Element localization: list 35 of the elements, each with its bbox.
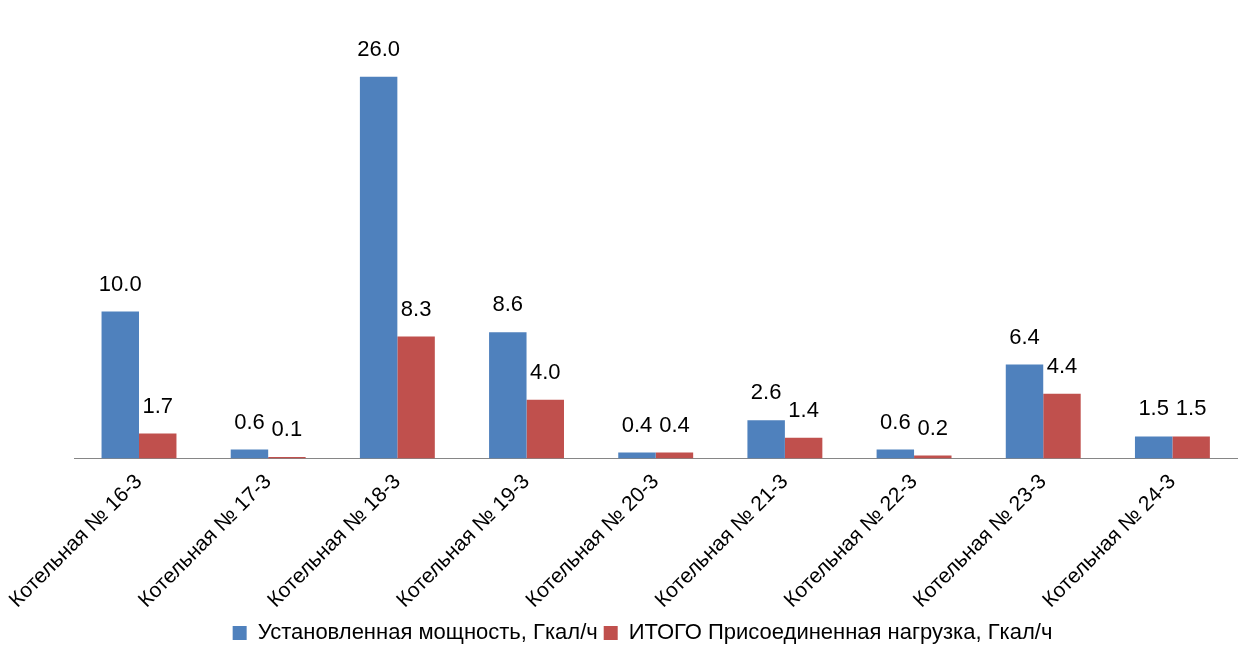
data-label: 8.3 xyxy=(400,295,432,321)
data-label: 6.4 xyxy=(1009,323,1040,349)
bar xyxy=(1043,393,1081,459)
data-label: 10.0 xyxy=(98,270,142,296)
bar xyxy=(101,311,140,459)
bar xyxy=(747,420,785,459)
bar xyxy=(914,455,952,459)
bar xyxy=(1172,436,1210,459)
data-label: 1.5 xyxy=(1138,395,1169,421)
bar xyxy=(1134,436,1173,459)
bar xyxy=(139,433,177,459)
bar xyxy=(876,449,915,459)
data-label: 1.7 xyxy=(142,392,174,418)
bar xyxy=(784,437,823,459)
bar xyxy=(230,449,269,459)
data-label: 0.6 xyxy=(234,408,265,434)
legend-label: ИТОГО Присоединенная нагрузка, Гкал/ч xyxy=(628,619,1053,645)
data-label: 1.5 xyxy=(1175,395,1207,421)
data-label: 0.1 xyxy=(271,415,303,441)
bar xyxy=(526,399,564,459)
data-label: 26.0 xyxy=(357,35,401,61)
bar xyxy=(359,76,398,459)
data-label: 2.6 xyxy=(750,379,782,405)
data-label: 4.4 xyxy=(1046,352,1078,378)
data-label: 1.4 xyxy=(788,396,819,422)
bar xyxy=(489,332,527,459)
data-label: 0.2 xyxy=(917,414,949,440)
bar xyxy=(1005,364,1044,459)
data-label: 8.6 xyxy=(492,291,524,317)
data-label: 4.0 xyxy=(529,358,561,384)
data-label: 0.4 xyxy=(659,411,690,437)
bar xyxy=(397,336,435,459)
data-label: 0.4 xyxy=(621,411,653,437)
legend-label: Установленная мощность, Гкал/ч xyxy=(257,619,598,645)
data-label: 0.6 xyxy=(880,408,911,434)
